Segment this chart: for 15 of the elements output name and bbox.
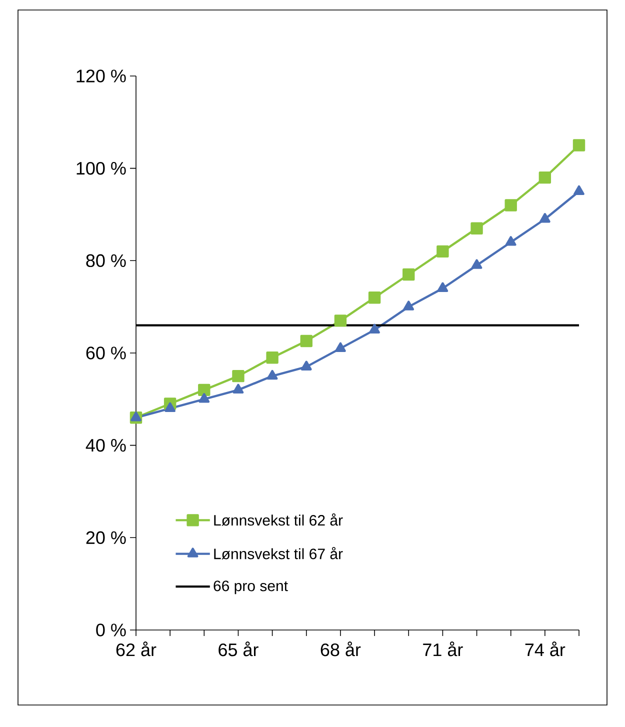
legend-label: Lønnsvekst til 67 år bbox=[214, 546, 343, 560]
x-tick-label: 65 år bbox=[218, 642, 258, 656]
y-tick-label: 40 % bbox=[86, 438, 126, 452]
y-tick-label: 20 % bbox=[86, 531, 126, 544]
y-tick-label: 0 % bbox=[96, 624, 126, 636]
y-tick-label: 120 % bbox=[76, 70, 126, 82]
legend-label: Lønnsvekst til 62 år bbox=[214, 513, 343, 526]
x-tick-label: 62 år bbox=[116, 642, 156, 656]
y-tick-label: 60 % bbox=[86, 346, 126, 360]
x-tick-label: 71 år bbox=[423, 642, 463, 656]
y-tick-label: 100 % bbox=[76, 162, 126, 175]
legend-label: 66 pro sent bbox=[214, 580, 288, 594]
x-tick-label: 68 år bbox=[320, 642, 361, 656]
x-tick-label: 74 år bbox=[525, 642, 566, 656]
y-tick-label: 80 % bbox=[86, 254, 126, 268]
